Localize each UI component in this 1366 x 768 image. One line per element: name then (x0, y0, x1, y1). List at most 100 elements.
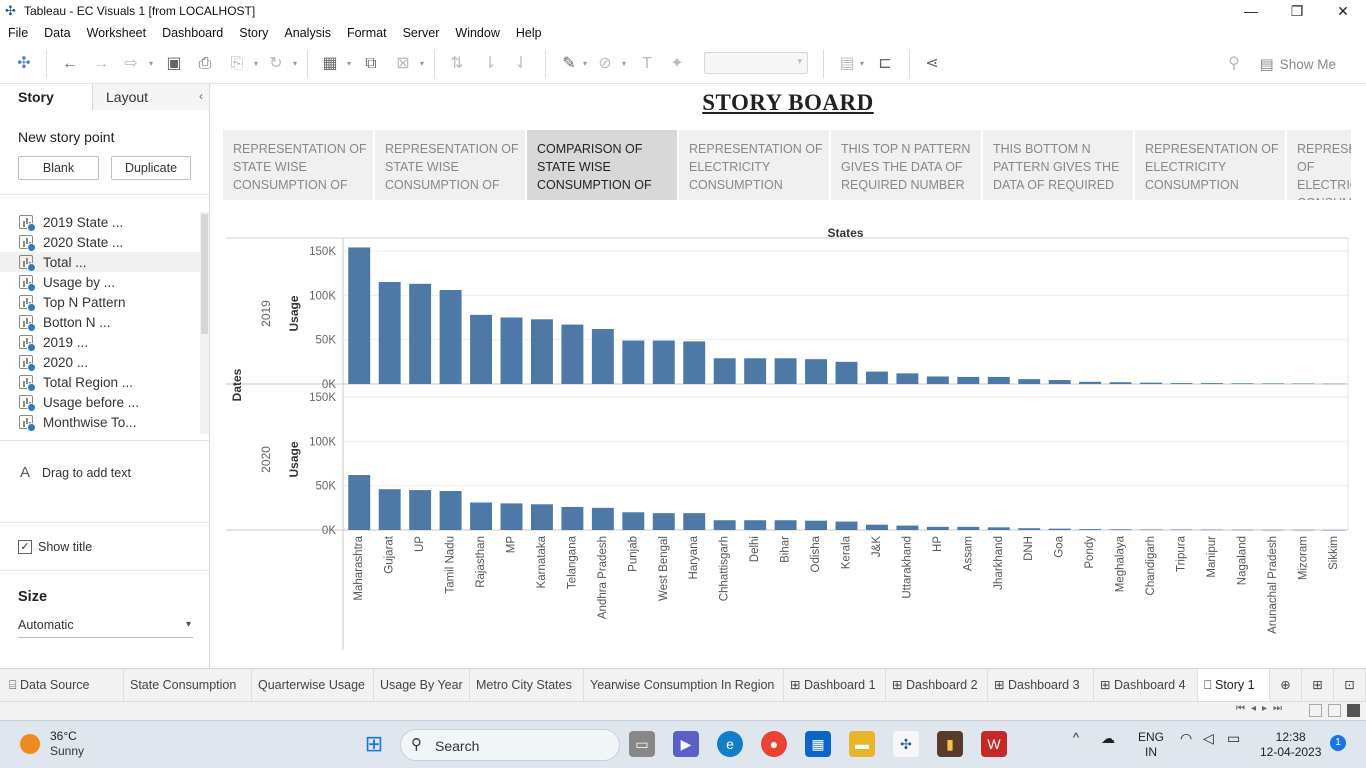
tab-state-consumption[interactable]: State Consumption (124, 669, 252, 702)
language-indicator[interactable]: ENG IN (1138, 730, 1165, 759)
new-data-source-icon[interactable]: ⎙ (198, 55, 212, 72)
new-worksheet-tab-icon[interactable]: ⊕ (1270, 669, 1302, 702)
new-dashboard-tab-icon[interactable]: ⊞ (1302, 669, 1334, 702)
tab-quarterwise-usage[interactable]: Quarterwise Usage (252, 669, 374, 702)
format-painter-icon[interactable]: ⚲ (1228, 55, 1240, 72)
sheet-list-item[interactable]: 2019 State ... (0, 212, 200, 232)
file-explorer-icon[interactable]: ▬ (849, 731, 875, 757)
network-status-icon[interactable]: ☁ (1101, 730, 1115, 746)
menu-help[interactable]: Help (515, 26, 542, 40)
tab-story-1[interactable]: ⎕ Story 1 (1198, 669, 1270, 702)
save-icon[interactable]: ▣ (166, 55, 182, 72)
edge-icon[interactable]: e (717, 731, 743, 757)
chrome-icon[interactable]: ● (761, 731, 787, 757)
story-point-caption[interactable]: REPRESENTATION OF ELECTRICITY CONSUMPTIO… (1135, 130, 1285, 200)
notification-badge[interactable]: 1 (1330, 735, 1346, 751)
sheet-fit-dropdown[interactable] (704, 52, 808, 74)
wifi-icon[interactable]: ◠ (1180, 730, 1193, 746)
story-point-caption[interactable]: THIS TOP N PATTERN GIVES THE DATA OF REQ… (831, 130, 981, 200)
sheet-list-item[interactable]: Total ... (0, 252, 200, 272)
tab-data-source[interactable]: ⌸ Data Source (0, 669, 124, 702)
menu-window[interactable]: Window (455, 26, 500, 40)
sheet-list-item[interactable]: Top N Pattern (0, 292, 200, 312)
battery-icon[interactable]: ▭ (1227, 730, 1241, 746)
pause-updates-icon[interactable]: ⎘ (230, 55, 244, 72)
tab-story[interactable]: Story (0, 84, 92, 110)
menu-file[interactable]: File (8, 26, 29, 40)
swap-rows-columns-icon[interactable]: ⇅ (450, 55, 464, 72)
sort-descending-icon[interactable]: ⇃ (514, 55, 528, 72)
story-point-caption[interactable]: REPRESENTATION OF STATE WISE CONSUMPTION… (223, 130, 373, 200)
group-members-icon[interactable]: ⊘ (598, 55, 612, 72)
windows-start-icon[interactable]: ⊞ (364, 731, 384, 756)
show-mark-labels-icon[interactable]: T (642, 55, 652, 72)
show-hidden-icons[interactable]: ^ (1073, 730, 1080, 745)
volume-icon[interactable]: ◁ (1203, 730, 1214, 746)
menu-dashboard[interactable]: Dashboard (162, 26, 224, 40)
teams-icon[interactable]: ▶ (673, 731, 699, 757)
tab-layout[interactable]: Layout (92, 84, 209, 110)
task-view-icon[interactable]: ▭ (629, 731, 655, 757)
blank-button[interactable]: Blank (18, 156, 99, 180)
tab-dashboard-1[interactable]: ⊞ Dashboard 1 (784, 669, 886, 702)
tableau-home-icon[interactable]: ✣ (17, 55, 31, 72)
taskbar-search[interactable]: ⚲ Search (400, 729, 620, 761)
drag-to-add-text[interactable]: A Drag to add text (20, 464, 131, 481)
duplicate-sheet-icon[interactable]: ⧉ (365, 55, 377, 72)
tab-metro-city-states[interactable]: Metro City States (470, 669, 584, 702)
sheet-list-item[interactable]: Usage by ... (0, 272, 200, 292)
sheet-list-item[interactable]: Total Region ... (0, 372, 200, 392)
undo-icon[interactable]: ← (62, 55, 78, 72)
restore-button[interactable]: ❐ (1290, 3, 1304, 19)
menu-worksheet[interactable]: Worksheet (86, 26, 147, 40)
tab-usage-by-year[interactable]: Usage By Year (374, 669, 470, 702)
menu-story[interactable]: Story (239, 26, 269, 40)
menu-format[interactable]: Format (346, 26, 387, 40)
fit-icon[interactable]: ▤ (839, 55, 855, 72)
sheet-list-item[interactable]: 2019 ... (0, 332, 200, 352)
collapse-pane-icon[interactable]: ‹ (199, 89, 203, 103)
story-point-caption[interactable]: COMPARISON OF STATE WISE CONSUMPTION OF (527, 130, 677, 200)
story-point-caption[interactable]: THIS BOTTOM N PATTERN GIVES THE DATA OF … (983, 130, 1133, 200)
sheet-list-item[interactable]: Usage before ... (0, 392, 200, 412)
minimize-button[interactable]: — (1244, 3, 1258, 19)
powerbi-icon[interactable]: ▮ (937, 731, 963, 757)
story-point-caption[interactable]: REPRESENTATION OF STATE WISE CONSUMPTION… (375, 130, 525, 200)
highlight-icon[interactable]: ✎ (562, 55, 576, 72)
refresh-icon[interactable]: ↻ (269, 55, 283, 72)
tab-yearwise-consumption[interactable]: Yearwise Consumption In Region (584, 669, 784, 702)
sheet-navigation-icons[interactable]: ⏮◂▸⏭ (1235, 703, 1288, 714)
story-point-caption[interactable]: REPRESENTATION OF ELECTRICITY CONSUMPTIO… (679, 130, 829, 200)
new-worksheet-icon[interactable]: ▦ (322, 55, 338, 72)
sheet-list-item[interactable]: 2020 ... (0, 352, 200, 372)
wps-office-icon[interactable]: W (981, 731, 1007, 757)
story-point-caption[interactable]: REPRESENTATION OF ELECTRICITY CONSUMPTIO… (1287, 130, 1351, 200)
tab-dashboard-4[interactable]: ⊞ Dashboard 4 (1094, 669, 1198, 702)
replay-icon[interactable]: ⇨ (124, 55, 138, 72)
redo-icon[interactable]: → (93, 55, 109, 72)
menu-data[interactable]: Data (44, 26, 71, 40)
tab-dashboard-2[interactable]: ⊞ Dashboard 2 (886, 669, 988, 702)
sheet-list-item[interactable]: 2020 State ... (0, 232, 200, 252)
show-me-button[interactable]: ▤ Show Me (1259, 56, 1336, 73)
share-icon[interactable]: ⋖ (925, 55, 939, 72)
menu-server[interactable]: Server (402, 26, 440, 40)
sheets-scrollbar[interactable] (200, 212, 209, 434)
sort-ascending-icon[interactable]: ⇂ (483, 55, 497, 72)
store-icon[interactable]: ▦ (805, 731, 831, 757)
sheet-list-item[interactable]: Botton N ... (0, 312, 200, 332)
clock[interactable]: 12:38 12-04-2023 (1260, 730, 1322, 759)
presentation-mode-icon[interactable]: ⊏ (878, 55, 892, 72)
show-title-checkbox[interactable]: ✓ Show title (18, 540, 92, 554)
view-switcher[interactable] (1309, 704, 1360, 717)
new-story-tab-icon[interactable]: ⊡ (1334, 669, 1366, 702)
clear-sheet-icon[interactable]: ⊠ (396, 55, 410, 72)
close-button[interactable]: ✕ (1337, 3, 1349, 19)
tableau-taskbar-icon[interactable]: ✣ (893, 731, 919, 757)
pin-axis-icon[interactable]: ✦ (670, 55, 684, 72)
size-dropdown[interactable]: Automatic (18, 618, 193, 638)
menu-analysis[interactable]: Analysis (284, 26, 331, 40)
duplicate-button[interactable]: Duplicate (111, 156, 191, 180)
weather-widget[interactable]: 36°C Sunny (20, 729, 84, 759)
sheet-list-item[interactable]: Monthwise To... (0, 412, 200, 432)
